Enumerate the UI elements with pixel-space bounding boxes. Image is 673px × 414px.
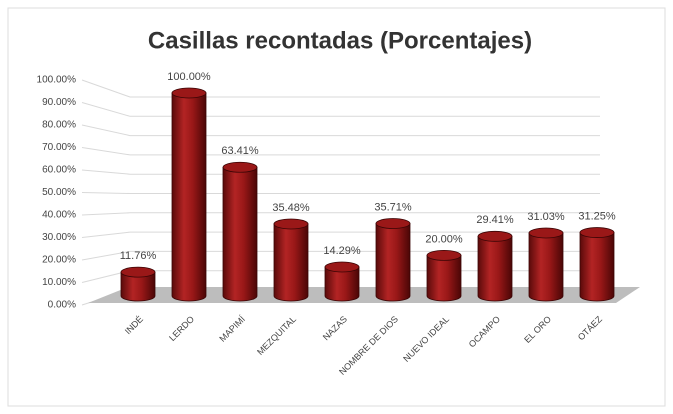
- grid-line: [81, 212, 600, 216]
- bar-body: [477, 235, 513, 302]
- chart-border: [7, 7, 666, 407]
- value-label: 35.71%: [374, 201, 412, 213]
- bar: [426, 249, 462, 302]
- bar: [375, 218, 411, 302]
- value-label: 63.41%: [221, 145, 259, 157]
- bar: [324, 261, 360, 302]
- bar-top: [426, 249, 462, 261]
- y-tick-label: 50.00%: [42, 187, 76, 198]
- bar-top: [171, 87, 207, 99]
- value-label: 29.41%: [476, 214, 514, 226]
- value-label: 11.76%: [120, 250, 157, 262]
- bar: [171, 87, 207, 302]
- y-tick-label: 60.00%: [42, 165, 76, 176]
- grid-line: [81, 102, 600, 117]
- bar-body: [324, 266, 360, 302]
- value-label: 31.25%: [578, 210, 616, 222]
- value-label: 20.00%: [425, 233, 463, 245]
- y-tick-label: 0.00%: [48, 300, 76, 311]
- bar-body: [273, 223, 309, 302]
- bar-top: [120, 266, 156, 278]
- bar-body: [171, 92, 207, 302]
- bar-body: [120, 271, 156, 302]
- value-label: 31.03%: [527, 211, 565, 223]
- y-tick-label: 90.00%: [42, 97, 76, 108]
- y-tick-label: 20.00%: [42, 255, 76, 266]
- bar-top: [273, 218, 309, 230]
- value-label: 14.29%: [323, 245, 361, 257]
- y-tick-label: 100.00%: [37, 75, 77, 86]
- value-label: 100.00%: [167, 71, 211, 83]
- y-tick-label: 70.00%: [42, 142, 76, 153]
- bar: [579, 227, 615, 302]
- bar-body: [579, 232, 615, 302]
- y-tick-label: 80.00%: [42, 120, 76, 131]
- grid-line: [81, 169, 600, 175]
- value-label: 35.48%: [272, 202, 310, 214]
- bar-body: [528, 232, 564, 302]
- bar-top: [375, 218, 411, 229]
- chart-title: Casillas recontadas (Porcentajes): [148, 27, 532, 54]
- grid-line: [81, 79, 600, 98]
- bar: [120, 266, 156, 302]
- bar-top: [324, 261, 360, 273]
- bar: [528, 227, 564, 302]
- grid-line: [81, 231, 600, 238]
- bar-top: [528, 227, 564, 239]
- bar: [477, 230, 513, 302]
- grid-line: [81, 124, 600, 137]
- bar-top: [579, 227, 615, 238]
- y-tick-label: 40.00%: [42, 210, 76, 221]
- y-tick-label: 10.00%: [42, 277, 76, 288]
- bar-top: [222, 161, 258, 173]
- grid-line: [81, 192, 600, 194]
- bar: [273, 218, 309, 302]
- bar-body: [222, 166, 258, 302]
- bar-body: [375, 223, 411, 302]
- bar-top: [477, 230, 513, 242]
- bar: [222, 161, 258, 302]
- bar-body: [426, 255, 462, 302]
- grid-line: [81, 147, 600, 156]
- y-tick-label: 30.00%: [42, 232, 76, 243]
